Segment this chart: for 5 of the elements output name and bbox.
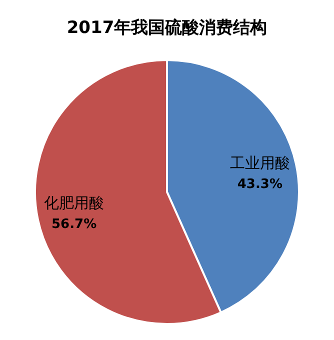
data-label: 56.7%	[52, 216, 97, 232]
slice-label: 工业用酸	[230, 154, 290, 172]
chart-title: 2017年我国硫酸消费结构	[66, 18, 268, 38]
data-label: 43.3%	[237, 177, 282, 192]
slice-label: 化肥用酸	[44, 194, 104, 212]
